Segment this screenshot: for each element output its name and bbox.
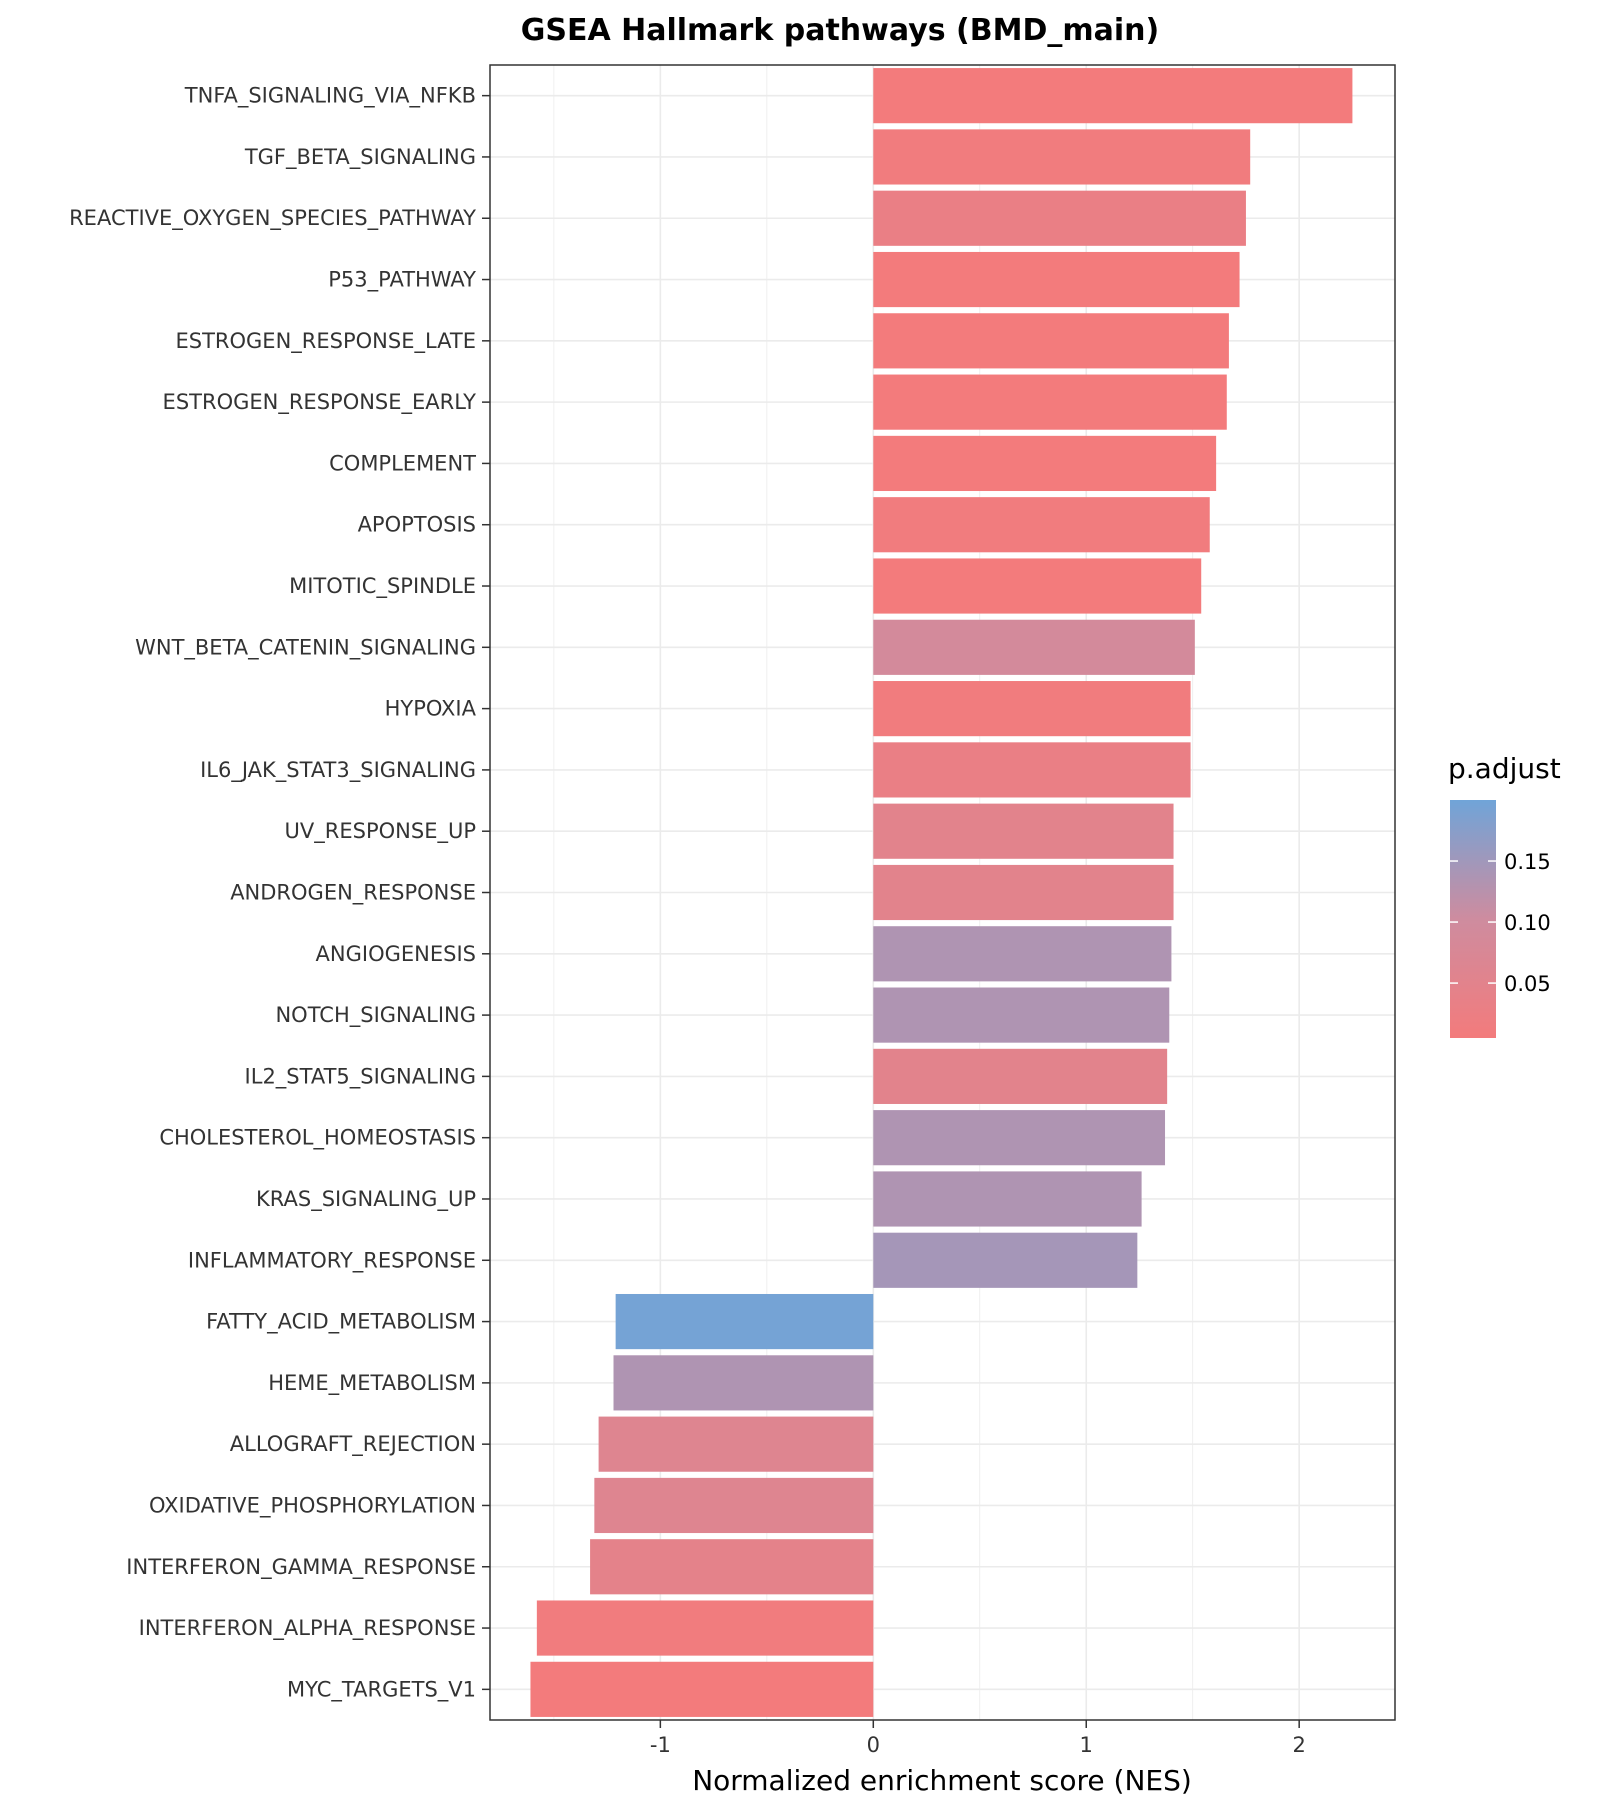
bar-angiogenesis: [873, 926, 1172, 982]
bar-notch-signaling: [873, 987, 1170, 1043]
bar-androgen-response: [873, 864, 1174, 921]
legend-tick-label: 0.05: [1504, 972, 1551, 996]
bar-apoptosis: [873, 497, 1210, 553]
category-label: TGF_BETA_SIGNALING: [244, 145, 476, 170]
category-label: ANGIOGENESIS: [316, 942, 476, 966]
x-tick-label: 1: [1080, 1733, 1093, 1757]
category-label: TNFA_SIGNALING_VIA_NFKB: [184, 84, 476, 109]
category-label: IL6_JAK_STAT3_SIGNALING: [200, 758, 476, 783]
category-label: NOTCH_SIGNALING: [275, 1003, 476, 1028]
category-label: ANDROGEN_RESPONSE: [230, 881, 476, 906]
bar-mitotic-spindle: [873, 558, 1202, 614]
bar-complement: [873, 435, 1217, 492]
category-label: COMPLEMENT: [329, 451, 476, 475]
bar-fatty-acid-metabolism: [615, 1293, 874, 1350]
category-label: P53_PATHWAY: [328, 268, 476, 293]
bar-heme-metabolism: [613, 1355, 874, 1411]
bar-allograft-rejection: [598, 1416, 874, 1472]
category-label: HEME_METABOLISM: [268, 1371, 476, 1396]
x-tick-label: 0: [867, 1733, 880, 1757]
legend-tick-label: 0.10: [1504, 911, 1551, 935]
color-legend: p.adjust 0.15 0.10 0.05: [1448, 752, 1561, 1038]
category-label: APOPTOSIS: [358, 513, 476, 537]
bar-inflammatory-response: [873, 1232, 1138, 1288]
bar-il2-stat5-signaling: [873, 1048, 1168, 1104]
category-label: ESTROGEN_RESPONSE_LATE: [175, 329, 476, 354]
category-label: IL2_STAT5_SIGNALING: [245, 1064, 476, 1089]
category-label: OXIDATIVE_PHOSPHORYLATION: [149, 1493, 476, 1518]
category-label: REACTIVE_OXYGEN_SPECIES_PATHWAY: [69, 206, 476, 231]
bar-tgf-beta-signaling: [873, 129, 1251, 185]
bar-cholesterol-homeostasis: [873, 1110, 1166, 1166]
bar-kras-signaling-up: [873, 1171, 1142, 1227]
bar-reactive-oxygen-species-pathway: [873, 190, 1246, 246]
category-label: WNT_BETA_CATENIN_SIGNALING: [135, 635, 476, 660]
bar-myc-targets-v1: [530, 1661, 874, 1717]
x-tick-label: 2: [1292, 1733, 1305, 1757]
bar-uv-response-up: [873, 803, 1174, 859]
bar-hypoxia: [873, 681, 1191, 737]
chart-title: GSEA Hallmark pathways (BMD_main): [521, 13, 1160, 48]
category-label: INFLAMMATORY_RESPONSE: [188, 1248, 476, 1273]
category-label: ALLOGRAFT_REJECTION: [230, 1432, 476, 1457]
bar-tnfa-signaling-via-nfkb: [873, 68, 1353, 124]
bar-interferon-alpha-response: [536, 1600, 874, 1656]
x-axis-ticks: -1 0 1 2: [650, 1720, 1306, 1757]
category-label: KRAS_SIGNALING_UP: [256, 1187, 476, 1212]
category-label: CHOLESTEROL_HOMEOSTASIS: [159, 1126, 476, 1151]
bar-oxidative-phosphorylation: [594, 1477, 874, 1534]
legend-ticks: 0.15 0.10 0.05: [1450, 850, 1551, 996]
category-label: MYC_TARGETS_V1: [287, 1677, 476, 1702]
bar-estrogen-response-late: [873, 313, 1229, 369]
bar-wnt-beta-catenin-signaling: [873, 619, 1195, 675]
bars-group: [530, 68, 1353, 1717]
legend-title: p.adjust: [1448, 752, 1561, 785]
category-label: UV_RESPONSE_UP: [285, 819, 476, 844]
category-label: ESTROGEN_RESPONSE_EARLY: [163, 390, 477, 415]
category-label: INTERFERON_ALPHA_RESPONSE: [139, 1616, 476, 1641]
bar-estrogen-response-early: [873, 374, 1227, 430]
bar-p53-pathway: [873, 251, 1240, 308]
x-axis-title: Normalized enrichment score (NES): [692, 1764, 1192, 1797]
category-label: HYPOXIA: [385, 697, 477, 721]
bar-interferon-gamma-response: [590, 1539, 874, 1595]
x-tick-label: -1: [650, 1733, 671, 1757]
bar-il6-jak-stat3-signaling: [873, 742, 1191, 798]
category-labels: TNFA_SIGNALING_VIA_NFKB TGF_BETA_SIGNALIN…: [69, 84, 490, 1702]
category-label: INTERFERON_GAMMA_RESPONSE: [126, 1555, 476, 1580]
legend-tick-label: 0.15: [1504, 850, 1551, 874]
category-label: FATTY_ACID_METABOLISM: [206, 1310, 476, 1335]
legend-colorbar: [1450, 800, 1496, 1038]
category-label: MITOTIC_SPINDLE: [289, 574, 476, 599]
